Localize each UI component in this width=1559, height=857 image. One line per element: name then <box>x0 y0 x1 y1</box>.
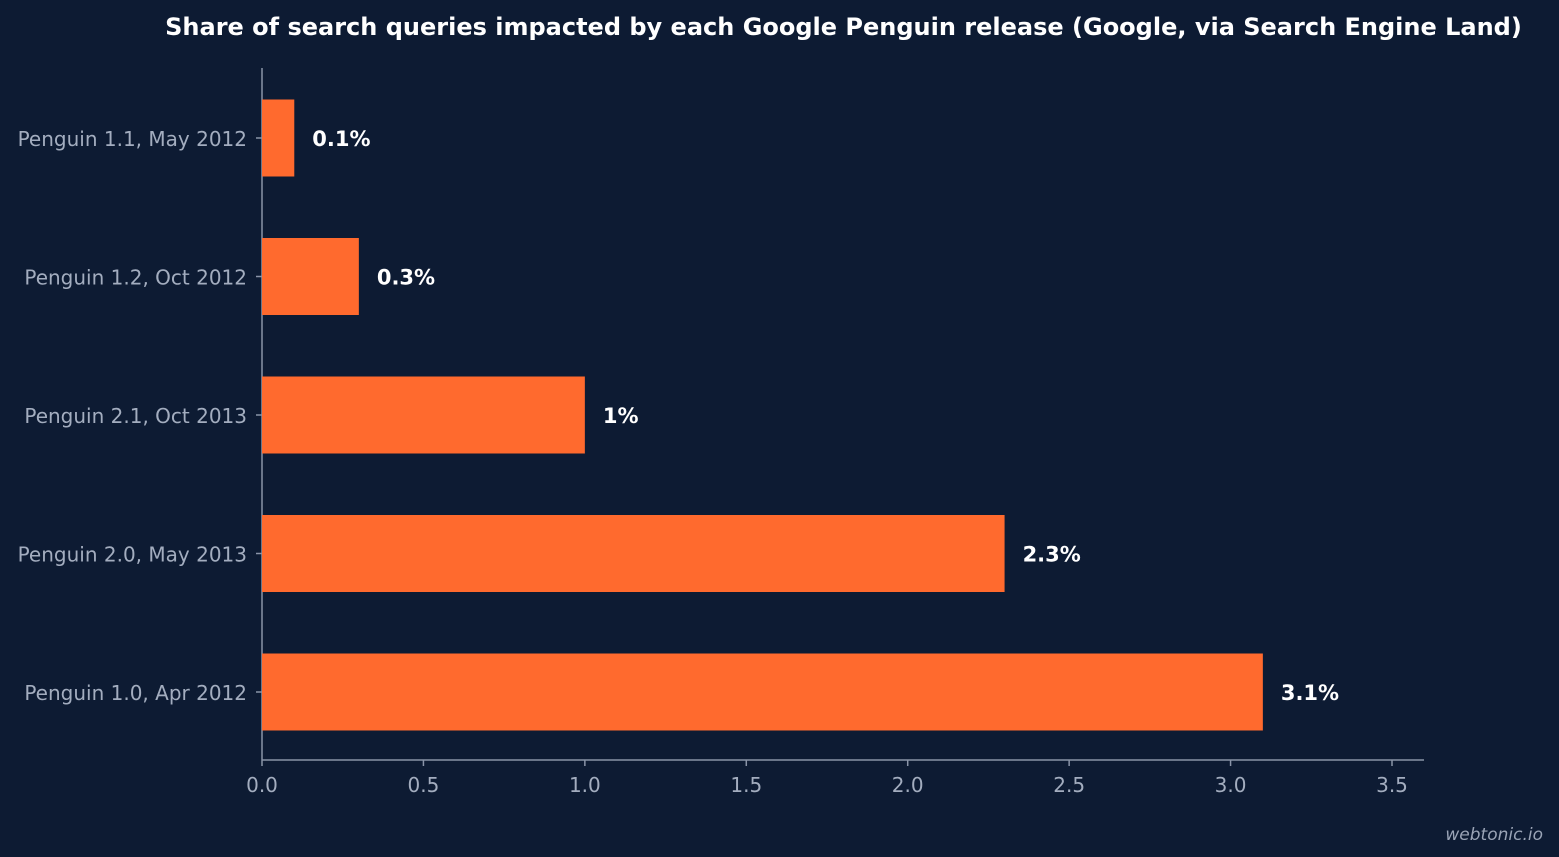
data-label: 0.3% <box>377 266 435 290</box>
x-tick-label: 1.0 <box>569 773 601 797</box>
data-label: 2.3% <box>1023 543 1081 567</box>
data-label: 1% <box>603 404 639 428</box>
watermark: webtonic.io <box>1445 825 1543 845</box>
x-tick-label: 2.5 <box>1053 773 1085 797</box>
y-tick-label: Penguin 1.2, Oct 2012 <box>24 266 247 290</box>
x-tick-label: 3.0 <box>1215 773 1247 797</box>
bar <box>262 515 1005 592</box>
x-tick-label: 0.5 <box>408 773 440 797</box>
y-tick-label: Penguin 1.1, May 2012 <box>18 127 247 151</box>
bar <box>262 653 1263 731</box>
chart-title: Share of search queries impacted by each… <box>165 13 1522 41</box>
y-tick-label: Penguin 2.1, Oct 2013 <box>24 404 247 428</box>
bar <box>262 99 295 177</box>
x-tick-label: 2.0 <box>892 773 924 797</box>
x-tick-label: 0.0 <box>246 773 278 797</box>
y-tick-label: Penguin 2.0, May 2013 <box>18 543 247 567</box>
x-tick-label: 1.5 <box>730 773 762 797</box>
y-tick-label: Penguin 1.0, Apr 2012 <box>24 681 247 705</box>
data-label: 0.1% <box>312 127 370 151</box>
data-label: 3.1% <box>1281 681 1339 705</box>
x-tick-label: 3.5 <box>1376 773 1408 797</box>
bar <box>262 238 359 315</box>
bar <box>262 376 585 454</box>
